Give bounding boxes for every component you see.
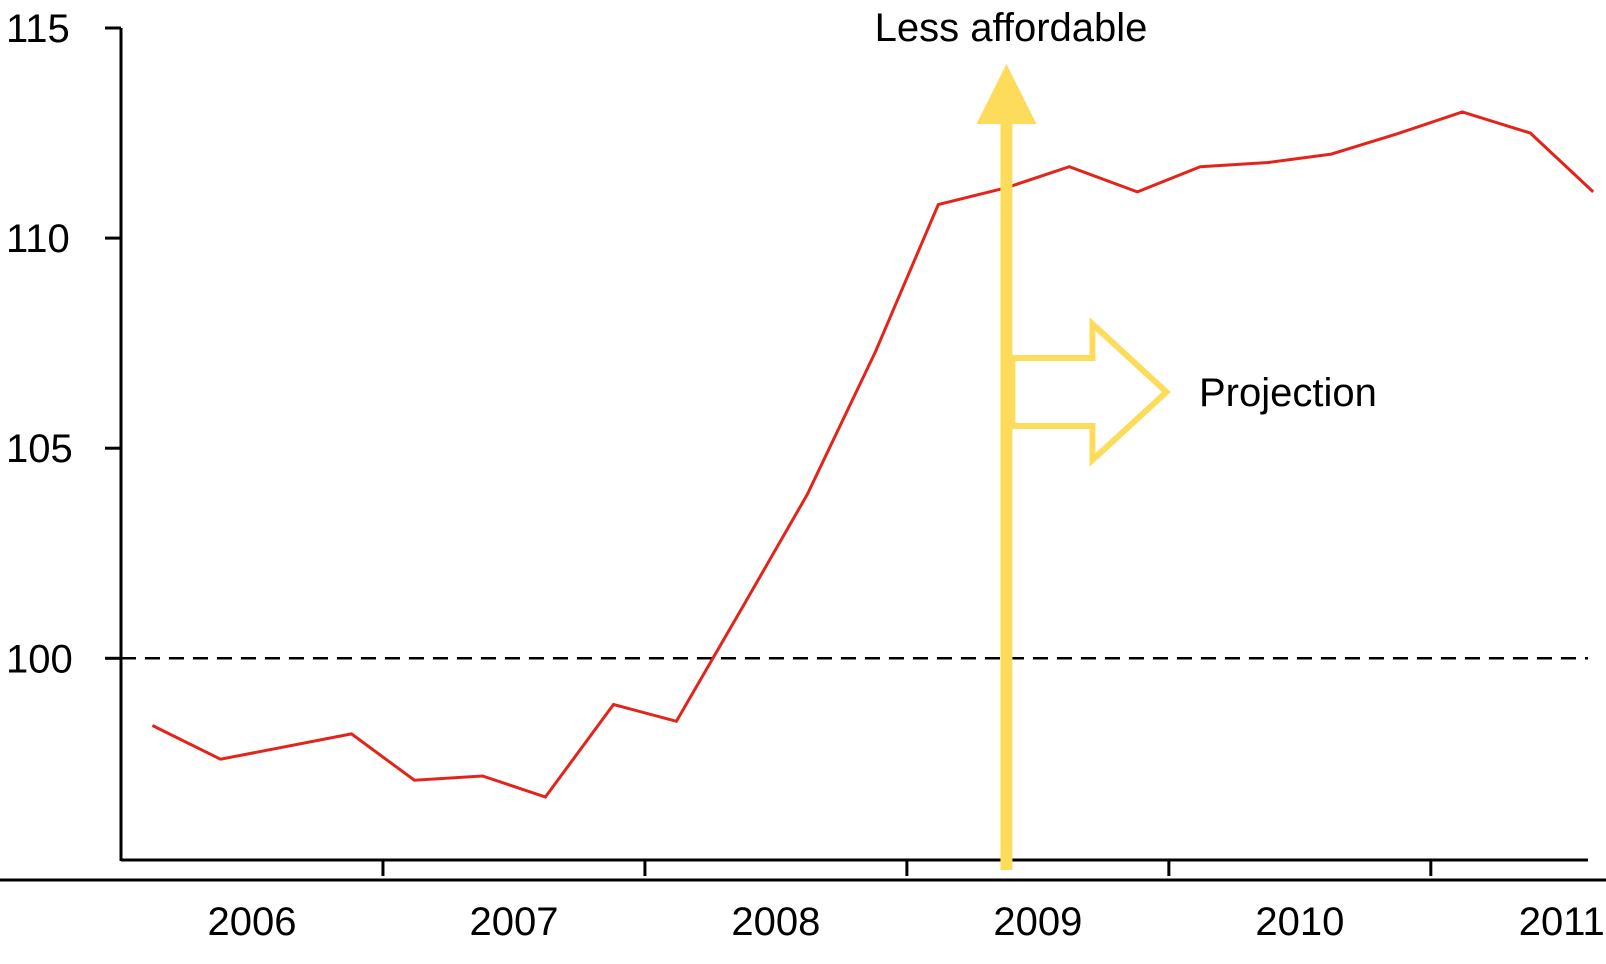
y-tick-label: 100: [6, 637, 73, 681]
y-tick-label: 115: [6, 7, 70, 51]
series-line: [151, 110, 1595, 799]
x-tick-label: 2006: [207, 900, 296, 944]
x-tick-label: 2010: [1255, 900, 1344, 944]
less-affordable-label: Less affordable: [875, 6, 1148, 50]
projection-label: Projection: [1199, 371, 1377, 415]
axes: [0, 28, 1606, 882]
less-affordable-arrow-head: [976, 64, 1037, 124]
x-tick-label: 2009: [993, 900, 1082, 944]
x-tick-label: 2011: [1519, 900, 1605, 944]
y-tick-label: 110: [6, 217, 70, 261]
tick-layer: 115 110 105 100 2006 2007 2008 2009 2010 2011: [6, 7, 1605, 944]
less-affordable-arrow: [976, 64, 1037, 870]
projection-arrow: [1009, 317, 1171, 467]
x-tick-label: 2007: [469, 900, 558, 944]
x-tick-label: 2008: [731, 900, 820, 944]
y-tick-label: 105: [6, 427, 73, 471]
